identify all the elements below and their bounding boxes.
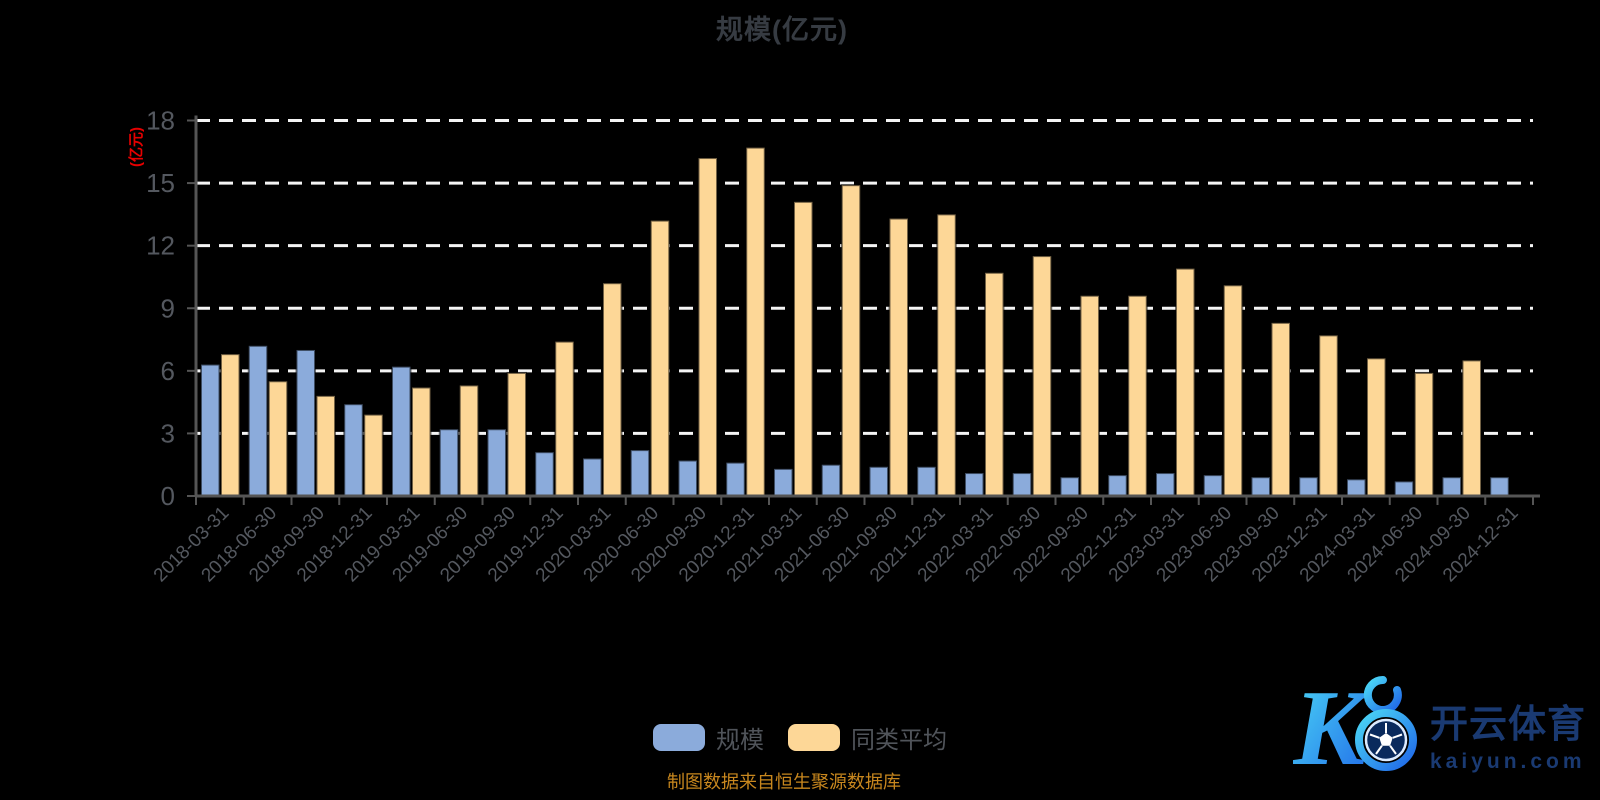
bar-同类平均-2021-06-30[interactable] (840, 184, 862, 498)
bar-同类平均-2018-06-30[interactable] (267, 380, 289, 497)
kaiyun-logo-icon: K (1293, 669, 1417, 788)
bar-同类平均-2023-09-30[interactable] (1270, 321, 1291, 497)
bar-规模-2023-12-31[interactable] (1298, 476, 1319, 498)
watermark-domain: kaiyun.com (1430, 750, 1586, 773)
bar-规模-2018-03-31[interactable] (200, 363, 221, 498)
bar-同类平均-2024-03-31[interactable] (1366, 357, 1387, 498)
bar-规模-2022-12-31[interactable] (1107, 474, 1128, 497)
bar-同类平均-2020-03-31[interactable] (602, 282, 623, 498)
bar-规模-2018-12-31[interactable] (343, 403, 364, 498)
bar-同类平均-2024-06-30[interactable] (1413, 371, 1435, 497)
legend-swatch-scale-icon (653, 724, 705, 751)
bar-规模-2023-09-30[interactable] (1250, 476, 1271, 498)
bar-规模-2019-09-30[interactable] (486, 428, 507, 497)
y-axis-tick-label: 15 (146, 168, 175, 198)
bar-规模-2020-06-30[interactable] (629, 449, 651, 498)
bar-同类平均-2024-09-30[interactable] (1461, 359, 1482, 497)
bar-同类平均-2021-12-31[interactable] (936, 213, 957, 497)
y-axis-tick-label: 9 (161, 293, 175, 323)
chart-title: 规模(亿元) (716, 15, 848, 45)
bar-规模-2018-09-30[interactable] (295, 348, 316, 497)
bar-同类平均-2023-12-31[interactable] (1318, 334, 1339, 497)
bar-规模-2023-06-30[interactable] (1202, 474, 1224, 497)
bar-同类平均-2023-03-31[interactable] (1175, 267, 1196, 497)
bar-同类平均-2021-09-30[interactable] (888, 217, 909, 498)
legend-item-scale[interactable]: 规模 (653, 720, 764, 755)
bar-规模-2019-03-31[interactable] (391, 365, 412, 497)
bar-同类平均-2018-03-31[interactable] (220, 353, 241, 497)
bar-chart-canvas: 0369121518(亿元)2018-03-312018-06-302018-0… (127, 106, 1540, 586)
legend-item-peer-average[interactable]: 同类平均 (788, 720, 947, 755)
bar-规模-2021-12-31[interactable] (916, 465, 937, 497)
watermark-brand: 开云体育 (1430, 704, 1587, 746)
bar-规模-2020-12-31[interactable] (725, 461, 746, 497)
bar-规模-2019-06-30[interactable] (438, 428, 460, 497)
legend-label-scale: 规模 (716, 727, 764, 754)
bar-规模-2021-03-31[interactable] (773, 467, 794, 497)
logo-ring (1355, 709, 1417, 771)
bar-规模-2020-09-30[interactable] (677, 459, 698, 497)
bar-同类平均-2019-06-30[interactable] (458, 384, 480, 497)
bar-规模-2018-06-30[interactable] (247, 344, 269, 497)
soccer-ball-icon (1364, 718, 1408, 762)
bar-同类平均-2020-09-30[interactable] (697, 157, 718, 498)
y-axis-name: (亿元) (127, 127, 145, 167)
y-axis-tick-label: 0 (161, 481, 175, 511)
y-axis-tick-label: 3 (161, 418, 175, 448)
bar-同类平均-2022-12-31[interactable] (1127, 294, 1148, 497)
bar-规模-2024-06-30[interactable] (1393, 480, 1415, 497)
y-axis-tick-label: 6 (161, 356, 175, 386)
y-axis-tick-label: 12 (146, 231, 175, 261)
bar-同类平均-2020-06-30[interactable] (649, 219, 671, 497)
data-source-note: 制图数据来自恒生聚源数据库 (667, 772, 901, 792)
bar-规模-2022-03-31[interactable] (964, 472, 985, 497)
legend-label-peer-average: 同类平均 (851, 727, 947, 754)
bar-同类平均-2021-03-31[interactable] (793, 200, 814, 497)
kaiyun-watermark: K 开云体育 kaiyun.com (1293, 668, 1600, 793)
logo-swirl (1363, 675, 1402, 714)
bar-规模-2024-09-30[interactable] (1441, 476, 1462, 498)
bar-同类平均-2019-12-31[interactable] (554, 340, 575, 497)
bar-同类平均-2018-12-31[interactable] (363, 413, 384, 497)
bar-同类平均-2019-03-31[interactable] (411, 386, 432, 497)
bar-同类平均-2022-06-30[interactable] (1031, 255, 1053, 497)
bar-规模-2021-09-30[interactable] (868, 465, 889, 497)
legend-swatch-peer-average-icon (788, 724, 840, 751)
bar-同类平均-2020-12-31[interactable] (745, 146, 766, 497)
y-axis-tick-label: 18 (146, 106, 175, 136)
bar-规模-2020-03-31[interactable] (582, 457, 603, 498)
bar-规模-2024-03-31[interactable] (1346, 478, 1367, 497)
bar-同类平均-2022-03-31[interactable] (984, 271, 1005, 497)
legend: 规模 同类平均 (0, 720, 1600, 755)
bar-规模-2024-12-31[interactable] (1489, 476, 1510, 498)
bar-同类平均-2023-06-30[interactable] (1222, 284, 1244, 497)
bar-规模-2021-06-30[interactable] (820, 463, 842, 498)
bar-同类平均-2018-09-30[interactable] (315, 394, 336, 497)
bar-同类平均-2019-09-30[interactable] (506, 371, 527, 497)
bar-规模-2023-03-31[interactable] (1155, 472, 1176, 497)
bar-规模-2019-12-31[interactable] (534, 451, 555, 498)
bar-规模-2022-09-30[interactable] (1059, 476, 1080, 498)
bar-同类平均-2022-09-30[interactable] (1079, 294, 1100, 497)
bar-规模-2022-06-30[interactable] (1011, 472, 1033, 497)
